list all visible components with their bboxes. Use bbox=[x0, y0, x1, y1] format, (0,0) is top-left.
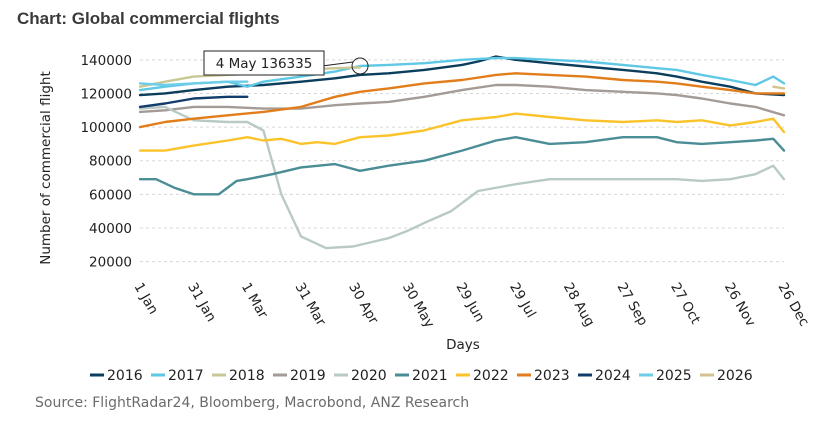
legend-label: 2024 bbox=[595, 368, 631, 384]
legend-item-2020: 2020 bbox=[334, 368, 387, 384]
annotation-leader bbox=[321, 61, 354, 67]
y-tick-label: 40000 bbox=[89, 221, 132, 237]
annotation-label: 4 May 136335 bbox=[216, 56, 313, 72]
x-tick-label: 26 Dec bbox=[775, 280, 813, 329]
annotation-marker bbox=[351, 57, 369, 75]
legend-item-2022: 2022 bbox=[456, 368, 509, 384]
x-tick-label: 31 Jan bbox=[184, 280, 219, 325]
series-line-2023 bbox=[138, 72, 786, 129]
series-line-2020 bbox=[138, 105, 786, 250]
chart-title: Chart: Global commercial flights bbox=[17, 9, 280, 28]
series-line-2024 bbox=[138, 95, 249, 109]
source-note: Source: FlightRadar24, Bloomberg, Macrob… bbox=[35, 395, 470, 411]
series-line-2017 bbox=[138, 56, 786, 92]
legend-label: 2017 bbox=[168, 368, 204, 384]
line-chart: 20000 40000 60000 80000 100000 120000 140000 1… bbox=[38, 50, 813, 384]
y-axis-ticks: 20000 40000 60000 80000 100000 120000 140000 bbox=[80, 53, 132, 271]
legend-label: 2022 bbox=[473, 368, 509, 384]
x-tick-label: 30 May bbox=[399, 280, 438, 331]
x-axis-label: Days bbox=[446, 337, 480, 353]
legend-label: 2019 bbox=[290, 368, 326, 384]
legend-label: 2026 bbox=[717, 368, 753, 384]
x-tick-label: 31 Mar bbox=[292, 280, 330, 329]
x-tick-label: 1 Mar bbox=[238, 280, 271, 322]
legend: 2016 2017 2018 2019 2020 2021 2022 2023 2024 2025… bbox=[90, 368, 753, 384]
annotation-box bbox=[203, 50, 325, 76]
y-tick-label: 140000 bbox=[80, 53, 132, 69]
y-tick-label: 60000 bbox=[89, 187, 132, 203]
legend-item-2021: 2021 bbox=[395, 368, 448, 384]
legend-label: 2025 bbox=[656, 368, 692, 384]
legend-label: 2016 bbox=[107, 368, 143, 384]
legend-item-2025: 2025 bbox=[639, 368, 692, 384]
series-line-2026 bbox=[772, 85, 786, 90]
x-tick-label: 28 Aug bbox=[560, 280, 598, 329]
legend-item-2019: 2019 bbox=[273, 368, 326, 384]
series-line-2021 bbox=[138, 136, 786, 196]
series-line-2019 bbox=[138, 83, 786, 117]
x-tick-label: 29 Jul bbox=[506, 280, 539, 321]
x-tick-label: 26 Nov bbox=[721, 280, 759, 329]
x-tick-label: 27 Oct bbox=[667, 280, 703, 327]
legend-label: 2020 bbox=[351, 368, 387, 384]
legend-label: 2018 bbox=[229, 368, 265, 384]
annotation: 4 May 136335 bbox=[203, 50, 369, 76]
series-line-2022 bbox=[138, 112, 786, 152]
series-lines bbox=[138, 55, 786, 250]
x-tick-label: 27 Sep bbox=[614, 280, 651, 329]
y-tick-label: 20000 bbox=[89, 255, 132, 271]
gridlines bbox=[140, 59, 784, 263]
y-tick-label: 120000 bbox=[80, 86, 132, 102]
legend-item-2018: 2018 bbox=[212, 368, 265, 384]
x-tick-label: 29 Jun bbox=[453, 280, 488, 325]
legend-item-2023: 2023 bbox=[517, 368, 570, 384]
legend-item-2016: 2016 bbox=[90, 368, 143, 384]
legend-label: 2023 bbox=[534, 368, 570, 384]
x-axis-ticks: 1 Jan 31 Jan 1 Mar 31 Mar 30 Apr 30 May 29 Jun… bbox=[131, 280, 813, 331]
y-tick-label: 100000 bbox=[80, 120, 132, 136]
y-tick-label: 80000 bbox=[89, 154, 132, 170]
x-tick-label: 30 Apr bbox=[345, 280, 381, 327]
legend-item-2026: 2026 bbox=[700, 368, 753, 384]
series-line-2025 bbox=[138, 80, 249, 87]
legend-label: 2021 bbox=[412, 368, 448, 384]
legend-item-2024: 2024 bbox=[578, 368, 631, 384]
y-axis-label: Number of commercial flight bbox=[38, 71, 54, 265]
x-tick-label: 1 Jan bbox=[131, 280, 162, 317]
legend-item-2017: 2017 bbox=[151, 368, 204, 384]
